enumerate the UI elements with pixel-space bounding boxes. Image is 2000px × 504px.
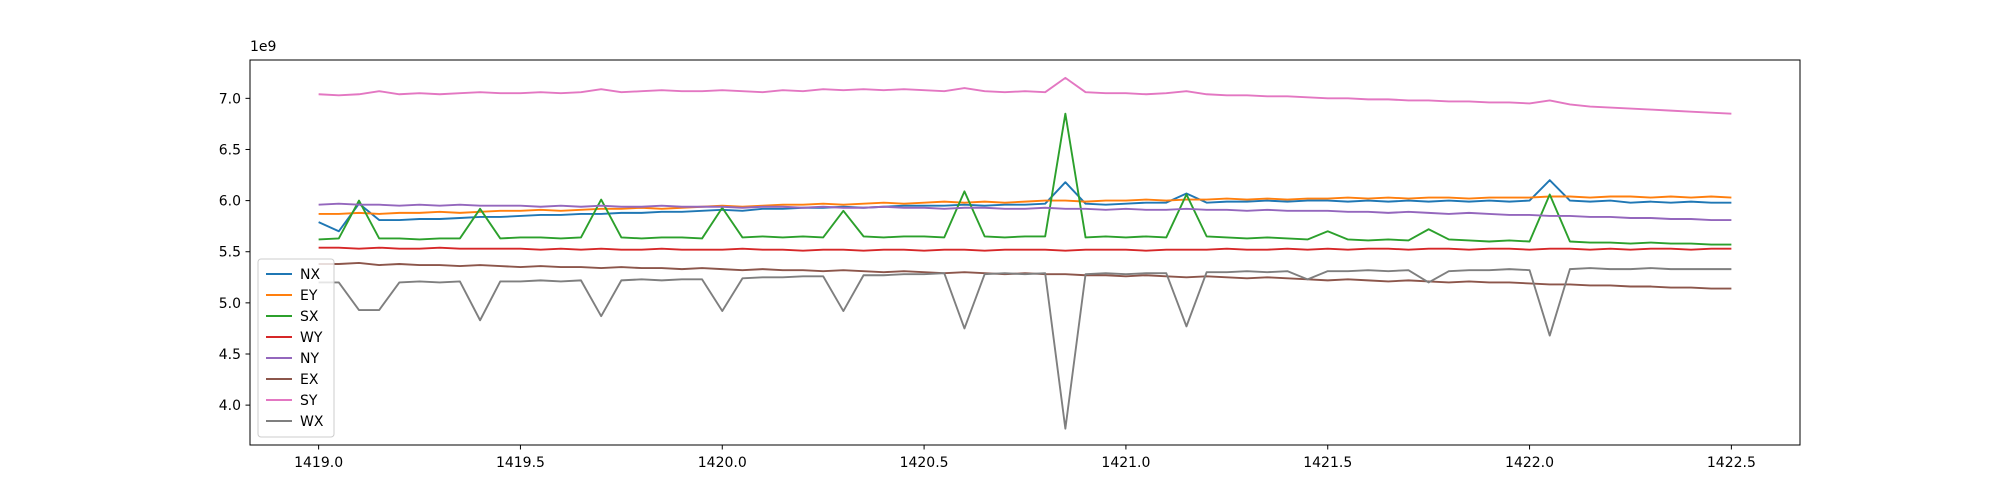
series-line [318, 179, 1732, 233]
y-tick-label: 4.5 [219, 347, 241, 363]
series-line [318, 267, 1732, 430]
series-line [318, 246, 1732, 252]
x-tick-label: 1421.5 [1303, 455, 1352, 471]
plot-frame [249, 59, 1801, 446]
y-tick-label: 7.0 [219, 91, 241, 107]
series-line [318, 76, 1732, 115]
series-line [318, 262, 1732, 290]
legend-label: WY [300, 330, 323, 346]
legend-label: SX [300, 309, 319, 325]
x-tick-label: 1419.5 [496, 455, 545, 471]
x-tick-label: 1419.0 [294, 455, 343, 471]
x-tick-label: 1420.0 [698, 455, 747, 471]
legend-label: NX [300, 267, 320, 283]
series-line [318, 195, 1732, 215]
y-tick-label: 5.5 [219, 245, 241, 261]
x-tick-label: 1421.0 [1101, 455, 1150, 471]
legend-label: NY [300, 351, 319, 367]
legend-label: EY [300, 288, 318, 304]
x-tick-label: 1422.0 [1505, 455, 1554, 471]
x-tick-label: 1420.5 [900, 455, 949, 471]
legend-label: WX [300, 414, 324, 430]
legend-label: SY [300, 393, 318, 409]
x-tick-label: 1422.5 [1707, 455, 1756, 471]
series-line [318, 202, 1732, 221]
y-tick-label: 6.0 [219, 194, 241, 210]
y-tick-label: 6.5 [219, 142, 241, 158]
legend-label: EX [300, 372, 319, 388]
y-tick-label: 5.0 [219, 296, 241, 312]
y-offset-label: 1e9 [250, 39, 276, 55]
series-line [318, 112, 1732, 246]
y-tick-label: 4.0 [219, 398, 241, 414]
legend-box [257, 258, 335, 438]
